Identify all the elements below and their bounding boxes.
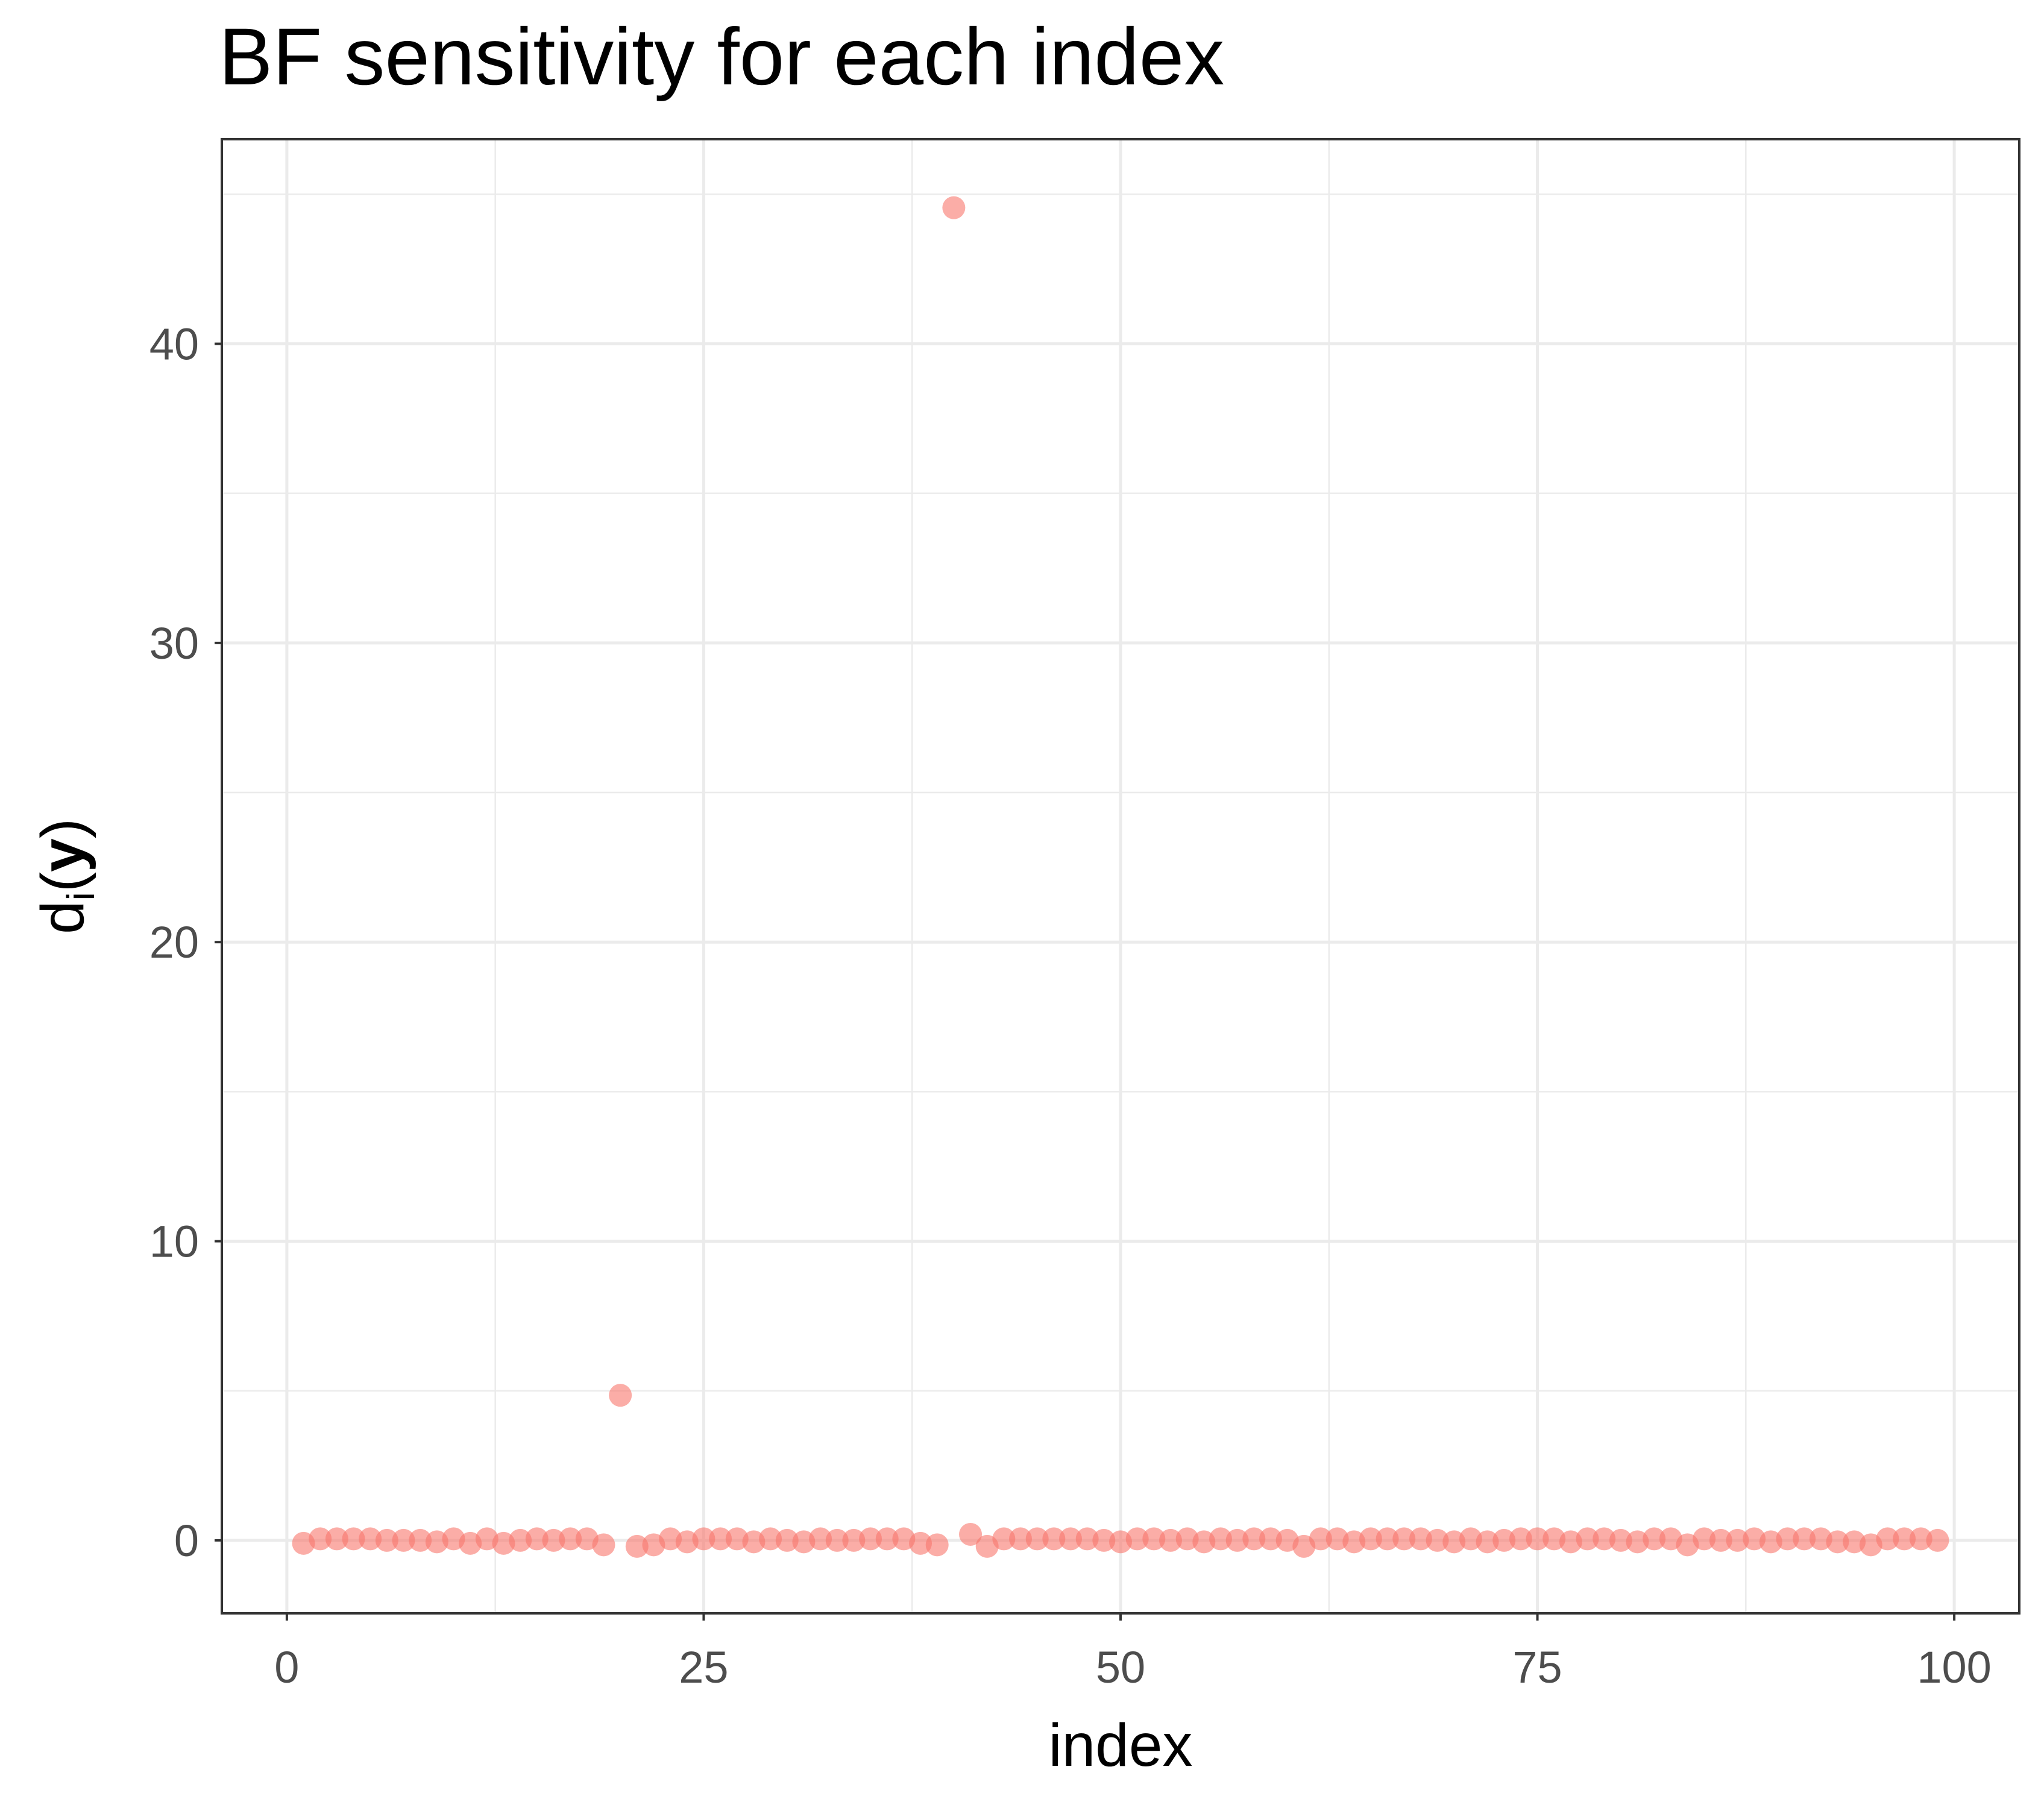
point xyxy=(325,1527,348,1551)
point xyxy=(825,1528,849,1552)
point xyxy=(1926,1528,1949,1552)
point xyxy=(925,1533,949,1557)
point xyxy=(1526,1527,1549,1551)
point xyxy=(1142,1527,1166,1551)
point xyxy=(1709,1528,1732,1552)
point xyxy=(1042,1527,1066,1551)
point xyxy=(1793,1527,1816,1551)
y-tick-label: 30 xyxy=(149,618,199,668)
point xyxy=(759,1527,782,1551)
point xyxy=(1593,1527,1616,1551)
point xyxy=(1726,1528,1749,1552)
axes: 0 25 50 75 100 0 10 20 30 40 xyxy=(149,319,1992,1692)
point xyxy=(775,1528,799,1552)
y-tick-label: 40 xyxy=(149,319,199,369)
point xyxy=(809,1527,832,1551)
y-title-close: ) xyxy=(29,818,96,838)
y-title-main: d xyxy=(29,900,96,934)
point xyxy=(375,1528,398,1552)
point xyxy=(1492,1528,1516,1552)
x-tick-label: 25 xyxy=(679,1642,728,1692)
y-tick-label: 20 xyxy=(149,917,199,967)
point xyxy=(1609,1528,1632,1552)
point xyxy=(592,1533,615,1557)
point xyxy=(1259,1527,1282,1551)
y-title-argument: y xyxy=(29,838,96,872)
point xyxy=(1426,1528,1449,1552)
point xyxy=(992,1527,1016,1551)
y-title-open: ( xyxy=(29,872,96,892)
point xyxy=(1075,1527,1099,1551)
point xyxy=(1693,1527,1716,1551)
point xyxy=(959,1522,983,1546)
point xyxy=(1309,1527,1332,1551)
x-tick-label: 50 xyxy=(1096,1642,1145,1692)
x-tick-label: 100 xyxy=(1917,1642,1991,1692)
point xyxy=(509,1528,532,1552)
point xyxy=(1009,1527,1033,1551)
point xyxy=(359,1527,382,1551)
point xyxy=(1242,1527,1266,1551)
point xyxy=(1409,1527,1432,1551)
y-title-subscript: i xyxy=(59,892,102,900)
point xyxy=(709,1527,732,1551)
point xyxy=(392,1528,415,1552)
point xyxy=(309,1527,332,1551)
chart-title: BF sensitivity for each index xyxy=(219,12,1224,102)
point xyxy=(842,1528,866,1552)
x-tick-label: 75 xyxy=(1512,1642,1562,1692)
point xyxy=(1576,1527,1599,1551)
point xyxy=(1776,1527,1799,1551)
point xyxy=(609,1384,632,1407)
point xyxy=(1893,1527,1916,1551)
x-tick-label: 0 xyxy=(274,1642,299,1692)
point xyxy=(559,1527,582,1551)
point xyxy=(1876,1527,1899,1551)
point xyxy=(1092,1528,1116,1552)
point xyxy=(1392,1527,1416,1551)
point xyxy=(542,1528,565,1552)
point xyxy=(942,196,966,219)
point xyxy=(1059,1527,1083,1551)
x-axis-title: index xyxy=(1048,1712,1192,1779)
point xyxy=(1643,1527,1666,1551)
points xyxy=(292,196,1949,1558)
point xyxy=(1476,1530,1499,1554)
point xyxy=(1159,1528,1182,1552)
point xyxy=(1125,1527,1149,1551)
point xyxy=(1359,1527,1382,1551)
point xyxy=(1209,1527,1232,1551)
point xyxy=(1509,1527,1532,1551)
point xyxy=(859,1527,882,1551)
point xyxy=(909,1531,932,1555)
y-tick-label: 0 xyxy=(174,1516,199,1566)
point xyxy=(1376,1527,1399,1551)
point xyxy=(1826,1530,1849,1554)
y-tick-label: 10 xyxy=(149,1217,199,1267)
point xyxy=(625,1534,649,1558)
point xyxy=(1909,1527,1932,1551)
point xyxy=(692,1527,715,1551)
point xyxy=(409,1528,432,1552)
point xyxy=(875,1527,899,1551)
y-axis-title: di(y) xyxy=(29,818,102,934)
point xyxy=(525,1527,549,1551)
point xyxy=(1225,1528,1249,1552)
point xyxy=(1025,1527,1049,1551)
point xyxy=(342,1527,365,1551)
